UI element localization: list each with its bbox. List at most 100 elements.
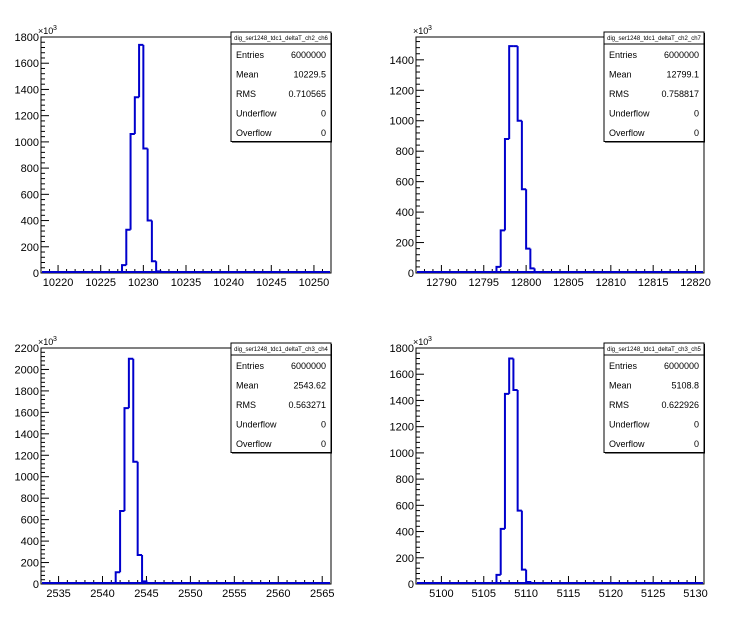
histogram-bin [503,138,510,231]
histogram-title: dig_ser1248_tdc1_deltaT_ch2_ch6 [234,36,328,42]
x-tick-label: 5130 [683,588,707,600]
stat-value: 6000000 [291,50,326,60]
x-tick-label: 2535 [46,588,70,600]
y-tick-label: 200 [396,553,414,565]
histogram-bin [150,220,157,263]
stat-value: 0 [694,128,699,138]
stat-value: 0.563271 [288,400,326,410]
y-tick-label: 1200 [390,85,414,97]
y-exponent-label: ×10 [38,337,53,347]
stat-label: Overflow [609,439,645,449]
stat-value: 0.622926 [661,400,699,410]
y-tick-label: 1800 [390,343,414,355]
stat-value: 0 [321,439,326,449]
y-tick-label: 1200 [15,111,39,123]
x-tick-label: 2540 [90,588,114,600]
stats-box: dig_ser1248_tdc1_deltaT_ch2_ch7 Entries 60… [603,31,705,143]
histogram-bin [495,265,501,273]
y-tick-label: 1600 [390,369,414,381]
y-tick-label: 0 [33,268,39,280]
histogram-bin [123,407,129,512]
x-tick-label: 10225 [85,277,116,289]
stat-label: Entries [609,361,638,371]
histogram-title: dig_ser1248_tdc1_deltaT_ch2_ch7 [607,36,701,42]
histogram-bin [516,389,522,512]
stat-value: 6000000 [664,50,699,60]
histogram-bin [516,46,522,122]
histogram-bin [520,510,527,571]
histogram-bin [529,248,535,270]
stat-label: Entries [236,361,265,371]
histogram-bin [141,555,148,584]
histogram-bin [512,358,518,391]
stat-label: Underflow [236,109,277,119]
stat-label: Mean [236,70,259,80]
histogram-bin [136,461,143,557]
y-tick-label: 800 [396,146,414,158]
stat-label: Entries [609,50,638,60]
histogram-title: dig_ser1248_tdc1_deltaT_ch3_ch4 [234,347,328,353]
x-tick-label: 10220 [43,277,74,289]
y-tick-label: 200 [21,242,39,254]
stat-value: 12799.1 [666,70,699,80]
stat-value: 0 [694,109,699,119]
stat-label: RMS [236,400,256,410]
histogram-bin [508,45,514,140]
stat-value: 0 [321,128,326,138]
histogram-bin [520,120,527,191]
y-exponent-power: 3 [428,25,432,32]
stat-label: RMS [236,89,256,99]
y-tick-label: 1000 [390,448,414,460]
y-tick-label: 1600 [15,407,39,419]
y-tick-label: 1000 [15,137,39,149]
y-tick-label: 1000 [390,116,414,128]
y-exponent-power: 3 [428,336,432,343]
histogram-bin [495,573,501,584]
stats-box: dig_ser1248_tdc1_deltaT_ch3_ch4 Entries 60… [230,342,332,454]
histogram-bin [138,43,144,98]
y-tick-label: 1200 [390,422,414,434]
x-tick-label: 5115 [557,588,581,600]
y-tick-label: 400 [21,216,39,228]
y-tick-label: 600 [396,177,414,189]
y-exponent-label: ×10 [38,26,53,36]
y-tick-label: 600 [21,189,39,201]
y-tick-label: 1200 [15,450,39,462]
stat-value: 0 [321,420,326,430]
y-tick-label: 1400 [15,429,39,441]
histogram-bin [499,229,505,267]
histogram-bin [525,569,532,584]
y-exponent-label: ×10 [413,337,428,347]
stats-box: dig_ser1248_tdc1_deltaT_ch3_ch5 Entries 60… [603,342,705,454]
y-tick-label: 200 [396,238,414,250]
y-tick-label: 2000 [15,364,39,376]
histogram-bin [127,357,134,409]
stat-value: 0 [321,109,326,119]
stat-label: Overflow [236,439,272,449]
stat-label: Entries [236,50,265,60]
x-tick-label: 5100 [429,588,453,600]
stat-label: Overflow [236,128,272,138]
x-tick-label: 2560 [266,588,290,600]
y-exponent-power: 3 [53,25,57,32]
y-tick-label: 0 [408,579,414,591]
stat-value: 6000000 [291,361,326,371]
histogram-bin [133,96,140,135]
histogram-bin [132,358,138,463]
histogram-panel-2: 12790 12795 12800 12805 12810 12815 12820 0 200 4… [390,25,711,289]
x-tick-label: 12790 [426,277,457,289]
x-tick-label: 12810 [596,277,627,289]
x-tick-label: 10245 [256,277,287,289]
x-tick-label: 5120 [599,588,623,600]
stat-value: 6000000 [664,361,699,371]
histogram-bin [119,510,125,573]
x-tick-label: 5110 [514,588,538,600]
y-tick-label: 1400 [390,395,414,407]
stat-label: Underflow [609,109,650,119]
x-tick-label: 10250 [299,277,330,289]
x-tick-label: 2565 [310,588,334,600]
stat-label: Mean [609,70,632,80]
stat-label: Underflow [236,420,277,430]
stat-value: 10229.5 [293,70,326,80]
